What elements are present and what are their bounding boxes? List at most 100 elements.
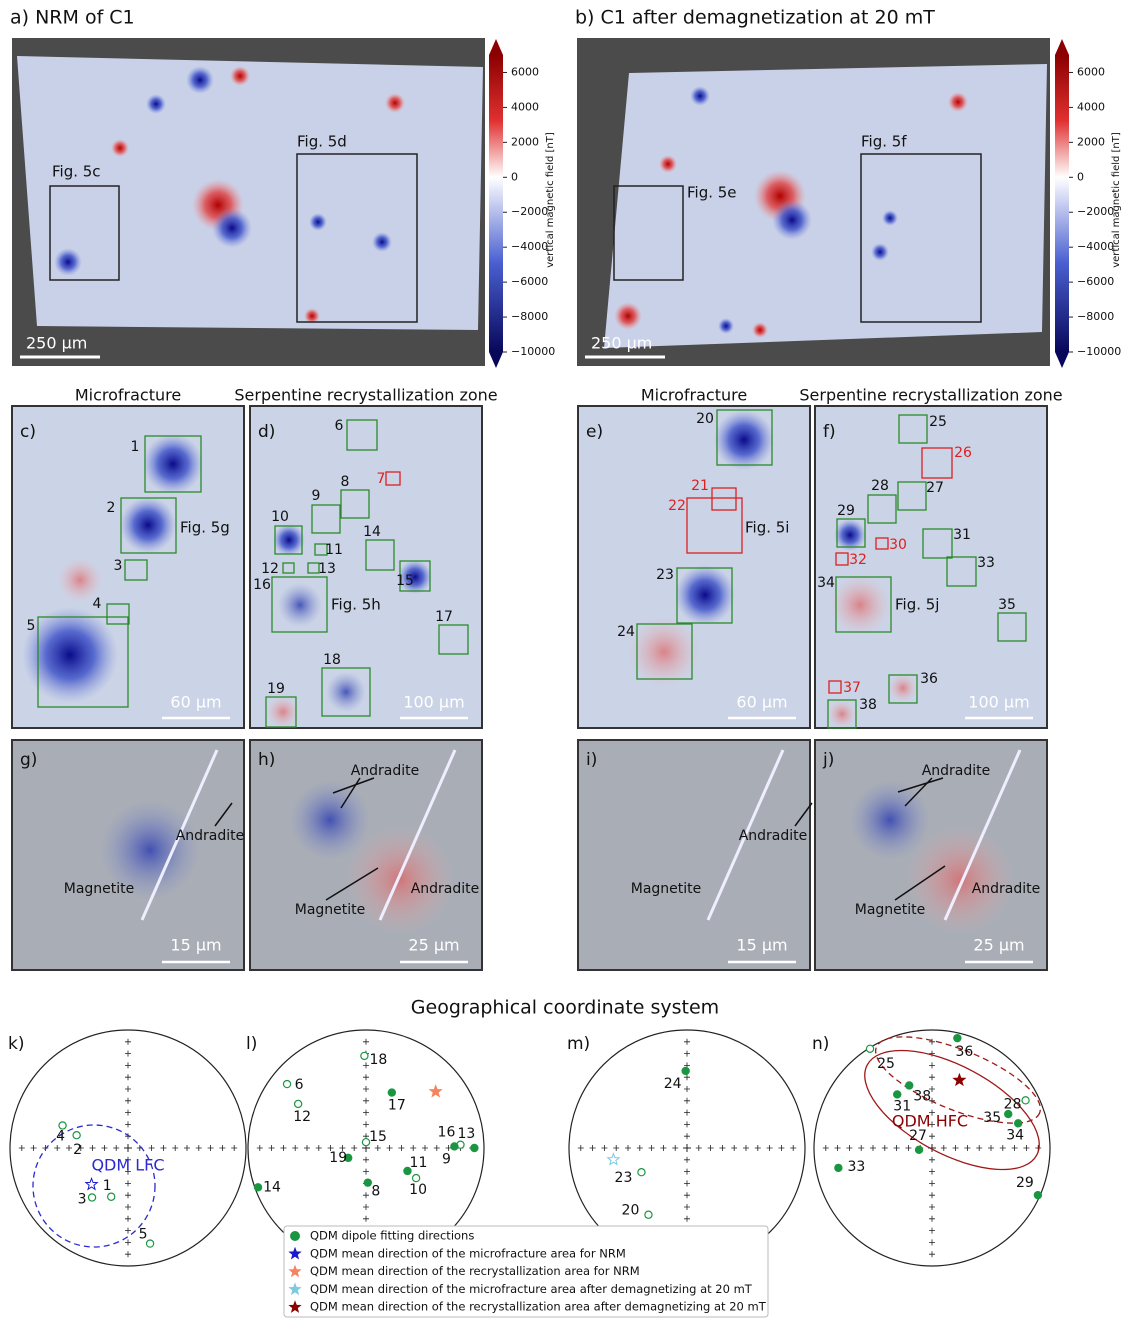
legend-symbol <box>290 1231 300 1241</box>
point-label: 6 <box>295 1077 304 1093</box>
fit-box-label: 32 <box>849 552 867 568</box>
colorbar-extend <box>1055 352 1069 368</box>
point-label: 14 <box>263 1179 281 1195</box>
colorbar-tick-label: −4000 <box>1077 240 1114 253</box>
point-label: 4 <box>56 1128 65 1144</box>
panel-title: b) C1 after demagnetization at 20 mT <box>575 7 935 29</box>
fig-label: Fig. 5g <box>180 519 230 537</box>
direction-point <box>1005 1110 1012 1117</box>
field-blob <box>675 565 735 625</box>
fit-box-label: 12 <box>261 561 279 577</box>
fit-box-label: 23 <box>656 567 674 583</box>
grid-cross <box>929 1145 982 1198</box>
legend-text: QDM dipole fitting directions <box>310 1229 474 1243</box>
column-header: Serpentine recrystallization zone <box>799 386 1062 405</box>
mineral-label: Andradite <box>411 881 480 897</box>
zoom-map <box>578 406 810 728</box>
point-label: 29 <box>1016 1175 1034 1191</box>
fit-box-label: 26 <box>954 445 972 461</box>
field-blob <box>752 322 768 338</box>
grid-cross <box>54 1074 131 1151</box>
point-label: 12 <box>293 1109 311 1125</box>
colorbar <box>489 55 503 352</box>
box-label: Fig. 5e <box>687 184 737 202</box>
colorbar-tick-label: −2000 <box>511 205 548 218</box>
point-label: 31 <box>893 1098 911 1114</box>
scale-label: 250 µm <box>26 334 87 353</box>
field-blob <box>834 519 866 551</box>
grid-cross <box>269 1051 369 1151</box>
grid-cross <box>124 1144 132 1152</box>
mean-direction <box>954 1074 965 1085</box>
field-blob <box>905 825 1015 935</box>
field-blob <box>22 607 118 703</box>
field-blob <box>372 232 392 252</box>
colorbar-tick-label: −8000 <box>511 310 548 323</box>
stereonet-title: Geographical coordinate system <box>411 997 719 1019</box>
direction-point <box>364 1179 371 1186</box>
scale-label: 25 µm <box>408 936 459 955</box>
grid-cross <box>649 1110 690 1151</box>
colorbar-tick-label: 6000 <box>511 65 539 78</box>
grid-cross <box>684 1145 725 1186</box>
fig-label: Fig. 5h <box>331 596 381 614</box>
direction-point <box>1034 1192 1041 1199</box>
fit-box-label: 3 <box>114 558 123 574</box>
fit-box-label: 15 <box>396 573 414 589</box>
grid-cross <box>280 1062 369 1151</box>
scale-label: 250 µm <box>591 334 652 353</box>
mineral-label: Magnetite <box>64 881 135 897</box>
direction-point <box>146 1240 153 1247</box>
direction-point <box>894 1091 901 1098</box>
mineral-label: Magnetite <box>631 881 702 897</box>
field-blob <box>659 155 677 173</box>
scale-label: 60 µm <box>170 693 221 712</box>
legend-text: QDM mean direction of the recrystallizat… <box>310 1300 767 1314</box>
grid-cross <box>590 1051 690 1151</box>
colorbar-tick-label: 4000 <box>1077 100 1105 113</box>
box-label: Fig. 5c <box>52 163 101 181</box>
direction-point <box>295 1100 302 1107</box>
grid-cross <box>929 1145 1029 1245</box>
mean-direction <box>608 1154 619 1165</box>
field-blob <box>828 700 856 728</box>
legend-text: QDM mean direction of the recrystallizat… <box>310 1264 640 1278</box>
grid-cross <box>683 1144 691 1152</box>
panel-letter: h) <box>258 750 275 770</box>
point-label: 18 <box>369 1052 387 1068</box>
grid-cross <box>316 1098 369 1151</box>
field-blob <box>830 575 890 635</box>
scale-label: 15 µm <box>736 936 787 955</box>
fit-box-label: 18 <box>323 652 341 668</box>
colorbar-tick-label: 0 <box>511 170 518 183</box>
grid-cross <box>684 1145 761 1222</box>
field-blob <box>718 318 734 334</box>
mineral-label: Andradite <box>922 763 991 779</box>
fit-box-label: 21 <box>691 478 709 494</box>
colorbar-extend <box>489 352 503 368</box>
panel-letter: i) <box>586 750 597 770</box>
field-blob <box>690 86 710 106</box>
direction-point <box>412 1174 419 1181</box>
point-label: 19 <box>329 1150 347 1166</box>
panel-letter: g) <box>20 750 37 770</box>
fit-box-label: 5 <box>27 618 36 634</box>
colorbar-tick-label: 0 <box>1077 170 1084 183</box>
field-blob <box>871 243 889 261</box>
point-label: 16 <box>438 1125 456 1141</box>
field-blob <box>146 94 166 114</box>
field-blob <box>309 213 327 231</box>
fit-box-label: 11 <box>325 542 343 558</box>
direction-point <box>471 1144 478 1151</box>
panel-letter: l) <box>246 1034 257 1054</box>
fit-box-label: 35 <box>998 597 1016 613</box>
point-label: 1 <box>103 1178 112 1194</box>
direction-point <box>361 1052 368 1059</box>
mineral-label: Magnetite <box>295 902 366 918</box>
point-label: 28 <box>1004 1096 1022 1112</box>
direction-point <box>283 1080 290 1087</box>
direction-point <box>682 1067 689 1074</box>
fit-box-label: 37 <box>843 680 861 696</box>
field-blob <box>326 672 366 712</box>
figure: Geographical coordinate system a) NRM of… <box>0 0 1130 1318</box>
